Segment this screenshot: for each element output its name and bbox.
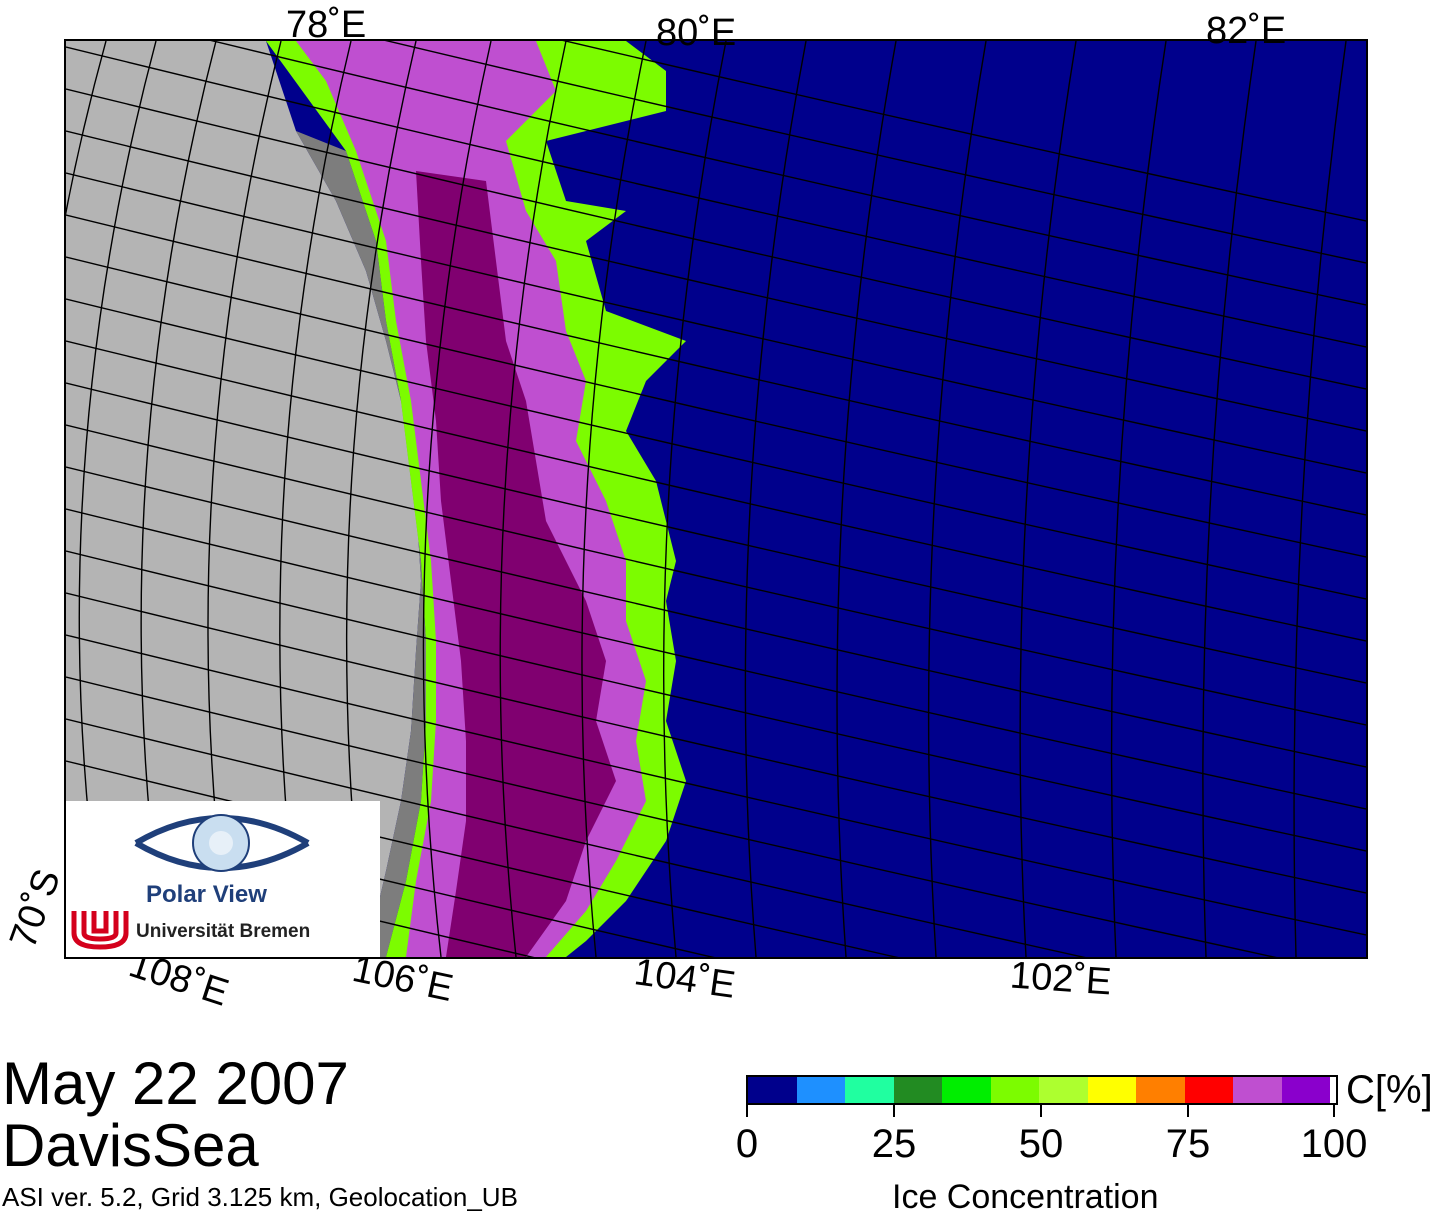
- polar-view-logo: Polar View Universität Bremen: [66, 801, 380, 957]
- colorbar-segment: [1136, 1077, 1185, 1103]
- colorbar-segment: [942, 1077, 991, 1103]
- colorbar-tick: [746, 1103, 748, 1117]
- graticule-line: [66, 634, 1366, 936]
- graticule-line: [1110, 41, 1167, 957]
- colorbar-tick-label: 50: [1018, 1122, 1064, 1166]
- graticule-line: [66, 508, 1366, 810]
- graticule-line: [66, 676, 1277, 957]
- colorbar-tick: [1040, 1103, 1042, 1117]
- graticule-line: [384, 41, 1366, 264]
- colorbar-segment: [1281, 1077, 1330, 1103]
- graticule-line: [562, 41, 1366, 222]
- graticule-line: [1019, 41, 1077, 957]
- graticule-line: [927, 41, 987, 957]
- graticule-line: [66, 130, 1366, 432]
- map-info: ASI ver. 5.2, Grid 3.125 km, Geolocation…: [2, 1182, 518, 1212]
- colorbar-segment: [796, 1077, 845, 1103]
- colorbar-segment: [1039, 1077, 1088, 1103]
- graticule-line: [66, 550, 1366, 852]
- graticule-line: [66, 592, 1366, 894]
- graticule-line: [66, 382, 1366, 684]
- graticule-line: [1293, 41, 1347, 957]
- graticule-line: [422, 41, 492, 957]
- map-date: May 22 2007: [2, 1050, 349, 1117]
- graticule-line: [66, 298, 1366, 600]
- colorbar-segment: [845, 1077, 894, 1103]
- colorbar: [746, 1075, 1338, 1105]
- longitude-label-top: 80˚E: [656, 12, 737, 54]
- colorbar-segment: [1087, 1077, 1136, 1103]
- graticule-line: [66, 424, 1366, 726]
- colorbar-segment: [1330, 1077, 1336, 1103]
- sea-ice-band: [266, 41, 686, 957]
- eye-globe-icon: [134, 814, 310, 872]
- latitude-label: 70˚S: [2, 863, 70, 954]
- graticule-line: [66, 46, 1366, 348]
- graticule-line: [66, 214, 1366, 516]
- colorbar-segment: [748, 1077, 797, 1103]
- graticule-line: [744, 41, 807, 957]
- graticule-line: [66, 718, 1086, 957]
- colorbar-tick: [893, 1103, 895, 1117]
- graticule-line: [66, 466, 1366, 768]
- longitude-label-bottom: 106˚E: [348, 947, 457, 1011]
- colorbar-segment: [1184, 1077, 1233, 1103]
- graticule-line: [836, 41, 897, 957]
- university-bremen-icon: [71, 911, 129, 950]
- colorbar-tick-label: 100: [1300, 1122, 1368, 1166]
- longitude-label-top: 78˚E: [286, 4, 367, 46]
- colorbar-title: Ice Concentration: [892, 1178, 1159, 1216]
- graticule-line: [66, 340, 1366, 642]
- land-area: [66, 41, 421, 957]
- longitude-label-bottom: 102˚E: [1008, 954, 1113, 1004]
- colorbar-tick: [1187, 1103, 1189, 1117]
- colorbar-tick-label: 0: [735, 1122, 759, 1166]
- graticule-line: [66, 172, 1366, 474]
- colorbar-segment: [1233, 1077, 1282, 1103]
- graticule-line: [581, 41, 647, 957]
- map-graphic: [66, 41, 1366, 957]
- graticule-line: [66, 41, 107, 216]
- graticule-line: [663, 41, 727, 957]
- logo-name: Polar View: [146, 881, 267, 908]
- colorbar-unit: C[%]: [1346, 1068, 1433, 1112]
- longitude-label-top: 82˚E: [1206, 10, 1287, 52]
- graticule-line: [210, 41, 1366, 306]
- colorbar-tick-label: 75: [1165, 1122, 1211, 1166]
- graticule-lines: [66, 41, 1366, 957]
- graticule-line: [1202, 41, 1257, 957]
- longitude-label-bottom: 104˚E: [631, 951, 738, 1007]
- colorbar-segment: [893, 1077, 942, 1103]
- colorbar-segment: [990, 1077, 1039, 1103]
- colorbar-tick-label: 25: [871, 1122, 917, 1166]
- graticule-line: [66, 256, 1366, 558]
- colorbar-tick: [1333, 1103, 1335, 1117]
- logo-university: Universität Bremen: [136, 921, 311, 942]
- map-region: DavisSea: [2, 1112, 259, 1179]
- graticule-line: [499, 41, 567, 957]
